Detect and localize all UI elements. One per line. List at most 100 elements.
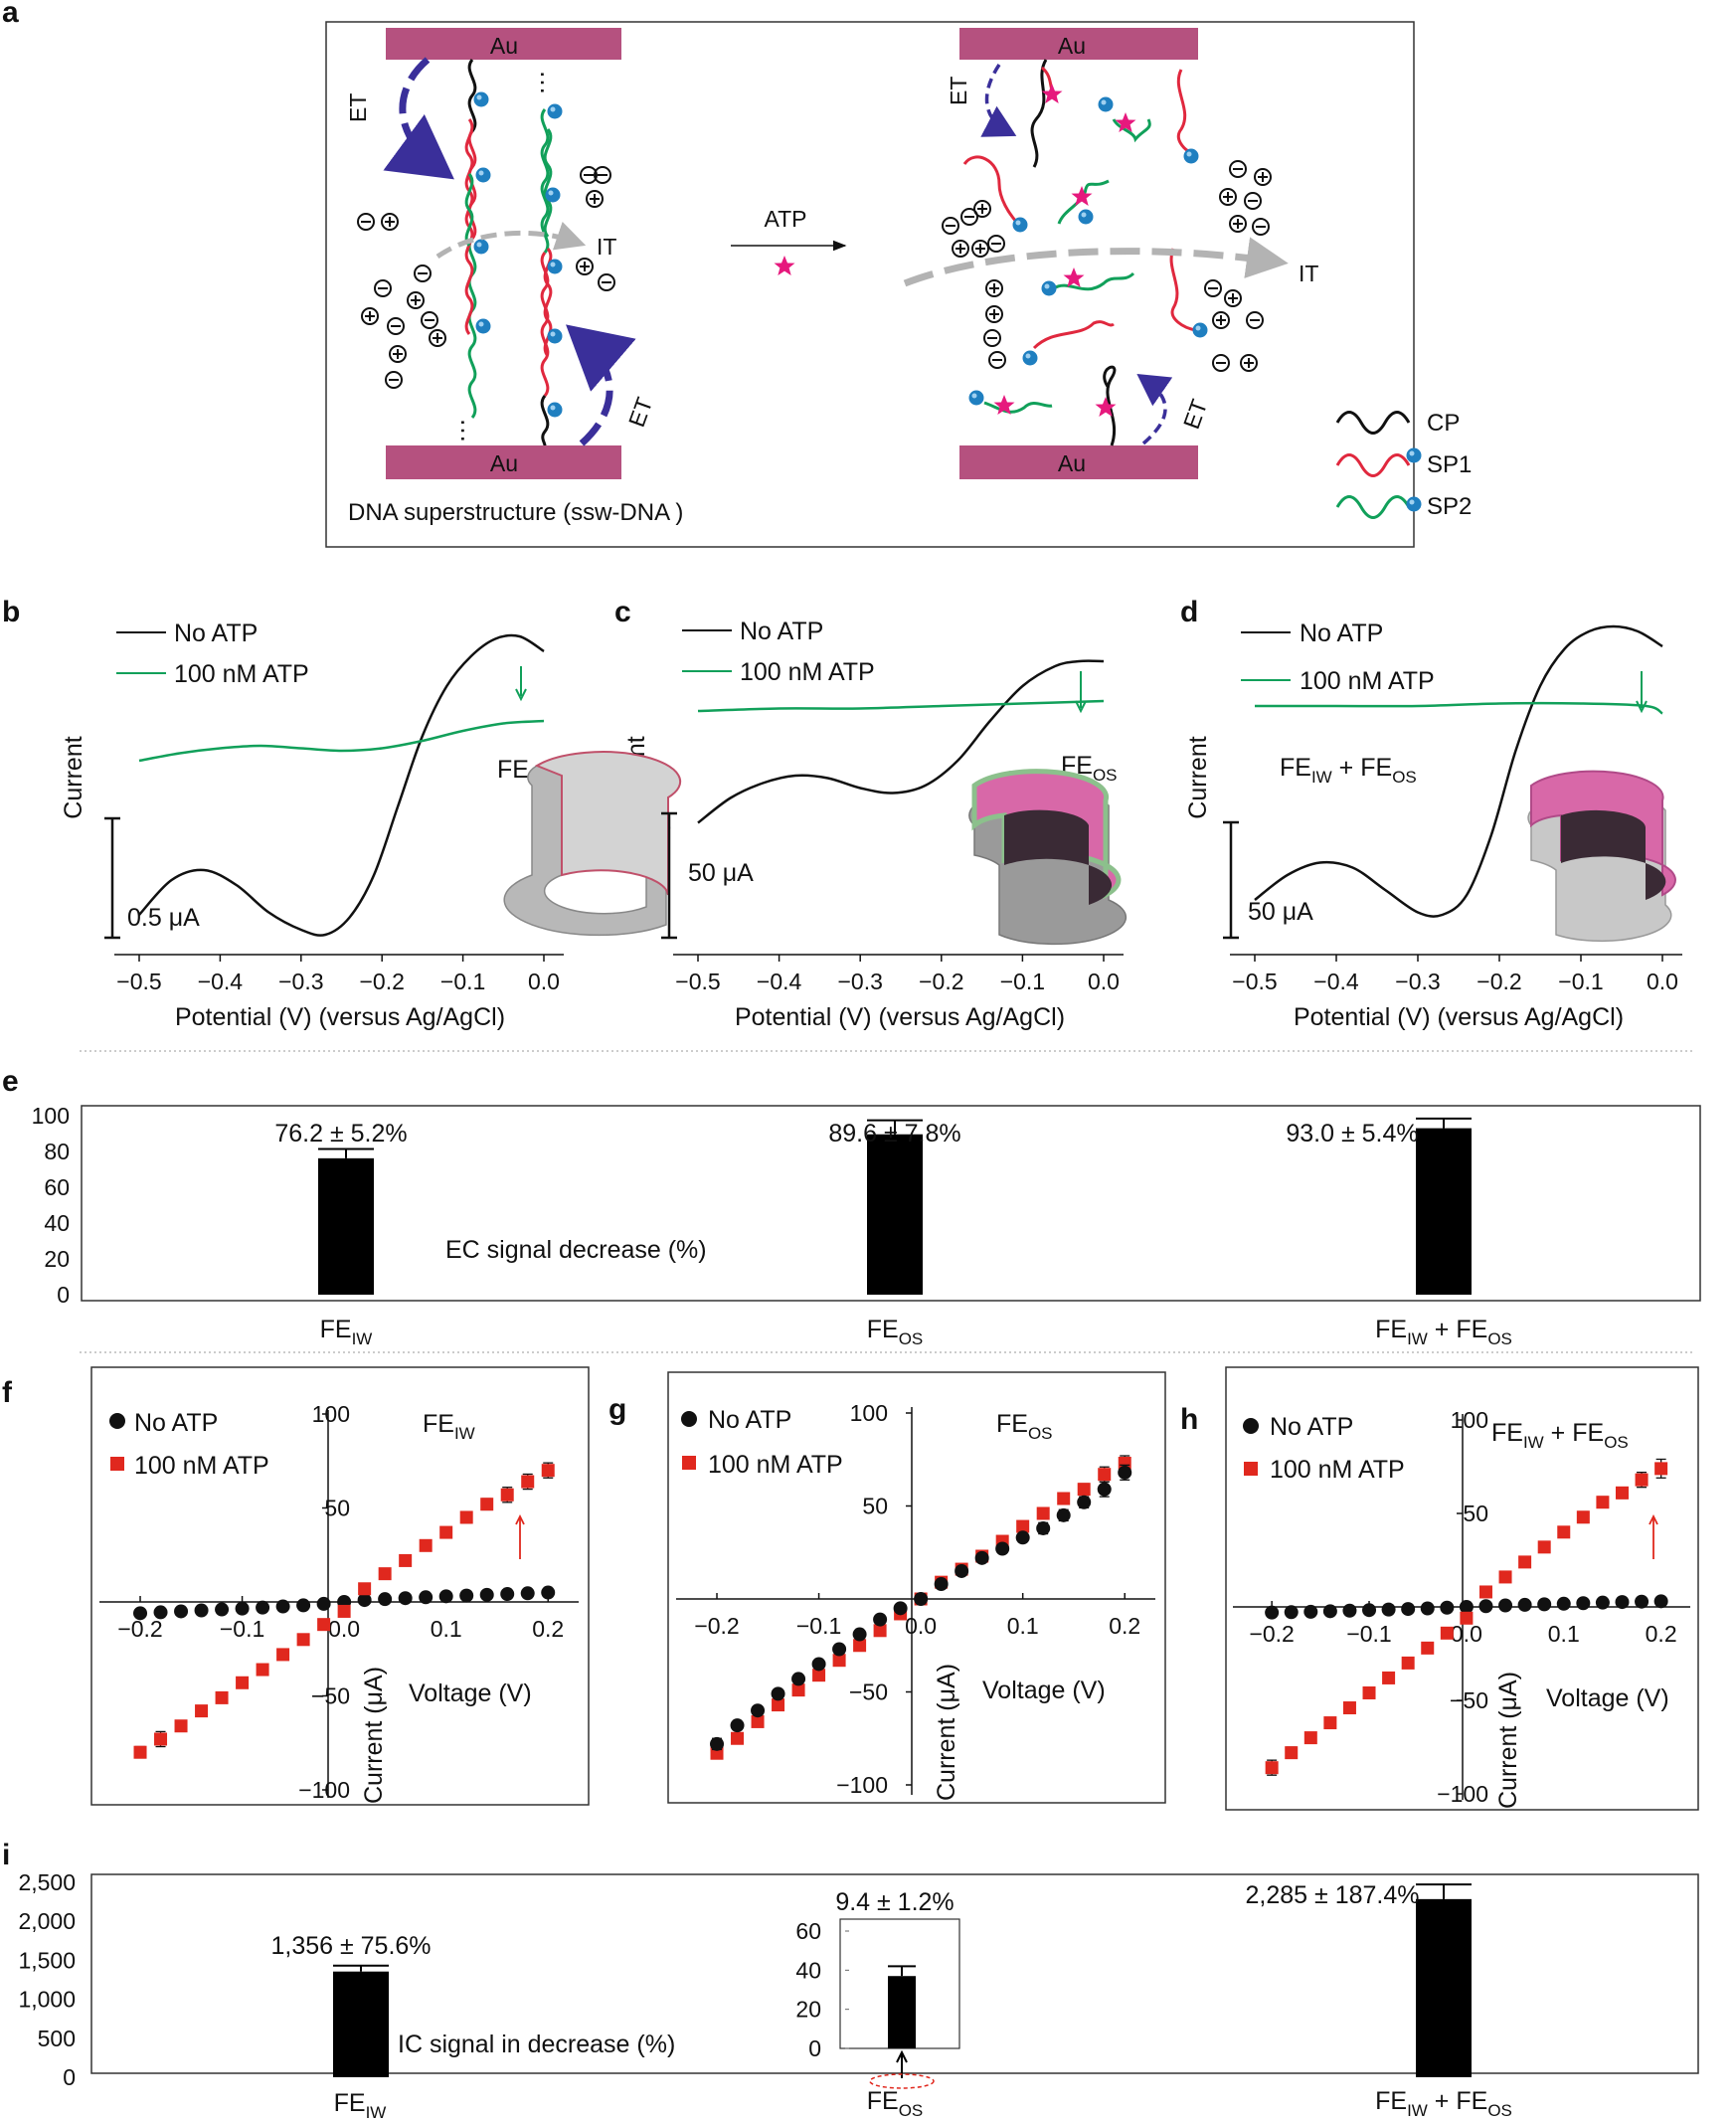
x-tick-label-h: 0.0 xyxy=(1451,1621,1482,1647)
point-g-atp xyxy=(731,1731,745,1745)
scalebar-b-label: 0.5 μA xyxy=(127,904,200,932)
trend-arrowhead-d xyxy=(1636,700,1648,714)
point-f-no-atp xyxy=(479,1587,494,1602)
scalebar-d-label: 50 μA xyxy=(1248,898,1313,926)
category-i-0: FEIW xyxy=(334,2089,387,2121)
point-f-atp xyxy=(399,1553,413,1567)
point-h-no-atp xyxy=(1342,1603,1357,1618)
category-i-1: FEOS xyxy=(867,2087,924,2120)
ylabel-h: Current (μA) xyxy=(1494,1672,1522,1809)
x-tick-label-b: −0.5 xyxy=(116,969,161,994)
y-tick-label-f: −100 xyxy=(298,1777,350,1803)
electrode-top-left-label: Au xyxy=(490,33,518,59)
point-h-no-atp xyxy=(1322,1604,1337,1619)
point-h-no-atp xyxy=(1401,1602,1416,1617)
point-f-no-atp xyxy=(215,1602,230,1617)
inset-d-label: FEIW + FEOS xyxy=(1280,754,1417,787)
x-tick-label-c: 0.0 xyxy=(1088,969,1120,994)
y-tick-label-h: 50 xyxy=(1463,1501,1488,1526)
legend-sp1: SP1 xyxy=(1427,451,1472,478)
point-h-no-atp xyxy=(1576,1596,1591,1611)
x-tick-label-g: 0.0 xyxy=(905,1613,937,1639)
point-h-no-atp xyxy=(1498,1598,1513,1613)
title-f: FEIW xyxy=(423,1410,475,1443)
panel-label-c: c xyxy=(614,596,631,628)
series-line-b-1 xyxy=(138,719,545,763)
point-h-atp xyxy=(1498,1570,1512,1584)
y-tick-label-i: 500 xyxy=(38,2026,76,2051)
xlabel-f: Voltage (V) xyxy=(409,1679,532,1707)
point-g-no-atp xyxy=(995,1541,1010,1556)
panel-i: i IC signal in decrease (%) FEIW FEOS FE… xyxy=(2,1839,1699,2121)
panel-label-f: f xyxy=(2,1376,13,1409)
point-g-atp xyxy=(832,1654,846,1668)
point-g-no-atp xyxy=(974,1550,989,1565)
point-g-no-atp xyxy=(730,1718,745,1733)
inset-y-tick-label-i: 0 xyxy=(808,2035,821,2061)
frame-h xyxy=(1225,1366,1699,1811)
point-f-no-atp xyxy=(541,1585,556,1600)
x-tick-label-c: −0.5 xyxy=(675,969,720,994)
series-line-d-0 xyxy=(1254,624,1663,918)
x-tick-label-c: −0.1 xyxy=(1000,969,1045,994)
x-tick-label-h: −0.2 xyxy=(1249,1621,1294,1647)
electrode-top-right xyxy=(959,28,1198,60)
dna-fragments-right xyxy=(962,59,1197,446)
point-g-atp xyxy=(772,1698,785,1712)
inset-y-tick-label-i: 40 xyxy=(795,1957,821,1983)
plot-d: −0.5 −0.4 −0.3 −0.2 −0.1 0.0 xyxy=(1223,624,1682,994)
point-g-atp xyxy=(1016,1519,1030,1533)
bar-e-1 xyxy=(867,1134,923,1295)
legend-g-no-atp: No ATP xyxy=(708,1406,791,1434)
point-g-no-atp xyxy=(832,1642,847,1657)
inset-bar-i xyxy=(888,1976,916,2048)
y-tick-label-e: 60 xyxy=(44,1174,70,1200)
point-h-atp xyxy=(1342,1701,1356,1715)
series-line-b-0 xyxy=(138,633,545,937)
point-h-no-atp xyxy=(1615,1595,1630,1610)
x-tick-label-b: −0.2 xyxy=(359,969,404,994)
value-label-i-2: 2,285 ± 187.4% xyxy=(1246,1881,1420,1909)
point-h-atp xyxy=(1265,1761,1279,1775)
legend-cp: CP xyxy=(1427,410,1460,437)
point-h-atp xyxy=(1285,1746,1299,1760)
point-h-atp xyxy=(1518,1555,1532,1569)
it-arrow-right xyxy=(903,237,1289,287)
plot-c: −0.5 −0.4 −0.3 −0.2 −0.1 0.0 xyxy=(661,629,1124,994)
x-tick-label-d: −0.1 xyxy=(1558,969,1603,994)
point-h-atp xyxy=(1576,1510,1590,1524)
panel-label-d: d xyxy=(1180,596,1198,628)
ylabel-e: EC signal decrease (%) xyxy=(445,1236,707,1264)
point-g-atp xyxy=(873,1624,887,1638)
x-tick-label-g: 0.1 xyxy=(1007,1613,1039,1639)
point-h-no-atp xyxy=(1653,1594,1668,1609)
x-tick-label-f: 0.2 xyxy=(532,1616,564,1642)
value-label-e-0: 76.2 ± 5.2% xyxy=(274,1120,407,1148)
x-tick-label-f: 0.1 xyxy=(431,1616,462,1642)
et-arrow-right-top xyxy=(980,64,1017,137)
point-f-no-atp xyxy=(133,1606,148,1621)
point-g-atp xyxy=(853,1639,867,1653)
y-tick-label-f: 100 xyxy=(312,1401,350,1427)
ylabel-g: Current (μA) xyxy=(933,1664,960,1801)
point-h-atp xyxy=(1303,1731,1317,1745)
y-tick-label-h: 100 xyxy=(1451,1407,1488,1433)
point-f-atp xyxy=(480,1498,494,1511)
x-tick-label-f: 0.0 xyxy=(328,1616,360,1642)
x-tick-label-f: −0.1 xyxy=(220,1616,264,1642)
x-tick-label-d: −0.5 xyxy=(1232,969,1277,994)
point-h-no-atp xyxy=(1265,1605,1280,1620)
point-g-no-atp xyxy=(751,1703,766,1718)
point-f-atp xyxy=(296,1633,310,1647)
bar-i-0 xyxy=(333,1971,389,2077)
bar-i-2 xyxy=(1416,1898,1472,2077)
point-g-no-atp xyxy=(1118,1465,1132,1480)
point-f-atp xyxy=(215,1690,229,1704)
point-g-no-atp xyxy=(1056,1507,1071,1522)
legend-d-atp: 100 nM ATP xyxy=(1300,667,1435,695)
point-f-atp xyxy=(256,1663,269,1677)
point-g-atp xyxy=(812,1669,826,1682)
ellipsis-bottom: … xyxy=(455,418,485,443)
title-g: FEOS xyxy=(996,1410,1053,1443)
point-g-atp xyxy=(751,1714,765,1728)
